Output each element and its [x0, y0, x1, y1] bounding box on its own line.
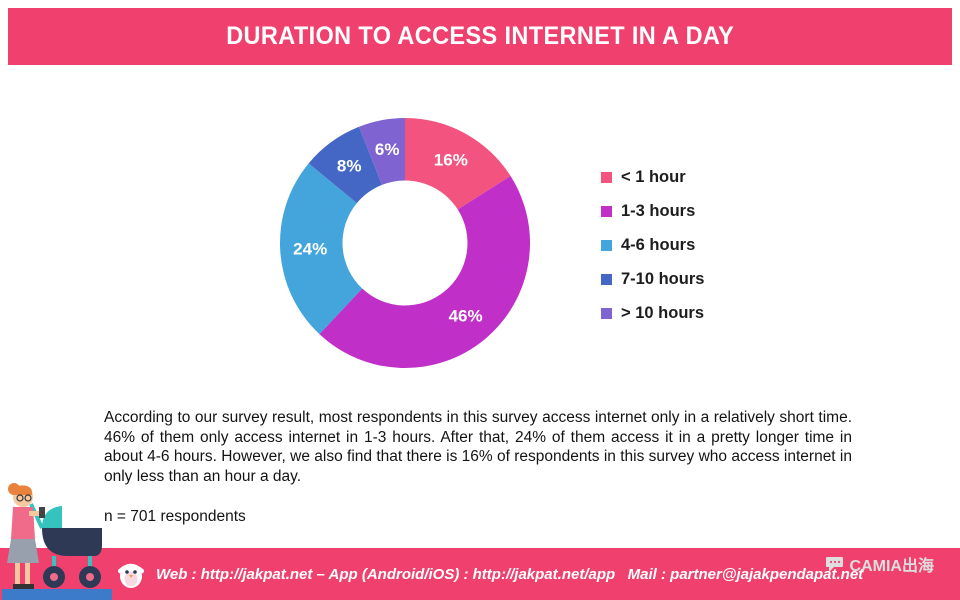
- woman: [7, 483, 45, 589]
- legend-label: 1-3 hours: [621, 201, 696, 220]
- summary-paragraph: According to our survey result, most res…: [104, 409, 852, 485]
- footer-contact-text: Web : http://jakpat.net – App (Android/i…: [156, 565, 864, 583]
- watermark-text: CAMIA出海: [849, 558, 934, 575]
- sample-size: n = 701 respondents: [104, 508, 246, 525]
- donut-slice-3: [308, 126, 382, 204]
- legend-item: 7-10 hours: [601, 269, 704, 289]
- stroller: [29, 503, 102, 588]
- illustration-woman-with-stroller: [2, 483, 112, 600]
- legend-item: < 1 hour: [601, 167, 704, 187]
- illustration-ground: [2, 589, 112, 600]
- donut-slice-0: [405, 118, 511, 210]
- slice-label: 16%: [434, 150, 468, 169]
- footer-contact: Web : http://jakpat.net – App (Android/i…: [116, 548, 863, 600]
- chart-legend: < 1 hour 1-3 hours 4-6 hours 7-10 hours …: [601, 167, 704, 337]
- legend-label: < 1 hour: [621, 167, 686, 186]
- legend-swatch: [601, 273, 612, 285]
- donut-slice-2: [280, 163, 363, 335]
- legend-item: > 10 hours: [601, 303, 704, 323]
- slice-label: 24%: [293, 240, 327, 259]
- donut-slice-1: [319, 176, 531, 369]
- legend-swatch: [601, 205, 612, 217]
- donut-chart: 16% 46% 24% 8% 6%: [275, 113, 535, 373]
- penguin-icon: [118, 563, 144, 588]
- page-title: DURATION TO ACCESS INTERNET IN A DAY: [226, 22, 734, 50]
- slice-label: 46%: [449, 307, 483, 326]
- legend-item: 4-6 hours: [601, 235, 704, 255]
- watermark: CAMIA出海: [825, 552, 934, 576]
- legend-swatch: [601, 307, 612, 319]
- donut-chart-svg: 16% 46% 24% 8% 6%: [280, 118, 531, 369]
- legend-item: 1-3 hours: [601, 201, 704, 221]
- chat-bubble-icon: [825, 556, 843, 572]
- footer-bar: Web : http://jakpat.net – App (Android/i…: [0, 548, 960, 600]
- slice-label: 8%: [337, 157, 362, 176]
- legend-label: 7-10 hours: [621, 269, 705, 288]
- legend-label: > 10 hours: [621, 303, 704, 322]
- slice-label: 6%: [375, 140, 400, 159]
- header-bar: DURATION TO ACCESS INTERNET IN A DAY: [8, 8, 952, 65]
- legend-swatch: [601, 239, 612, 251]
- legend-swatch: [601, 171, 612, 183]
- donut-slice-4: [358, 118, 405, 185]
- legend-label: 4-6 hours: [621, 235, 696, 254]
